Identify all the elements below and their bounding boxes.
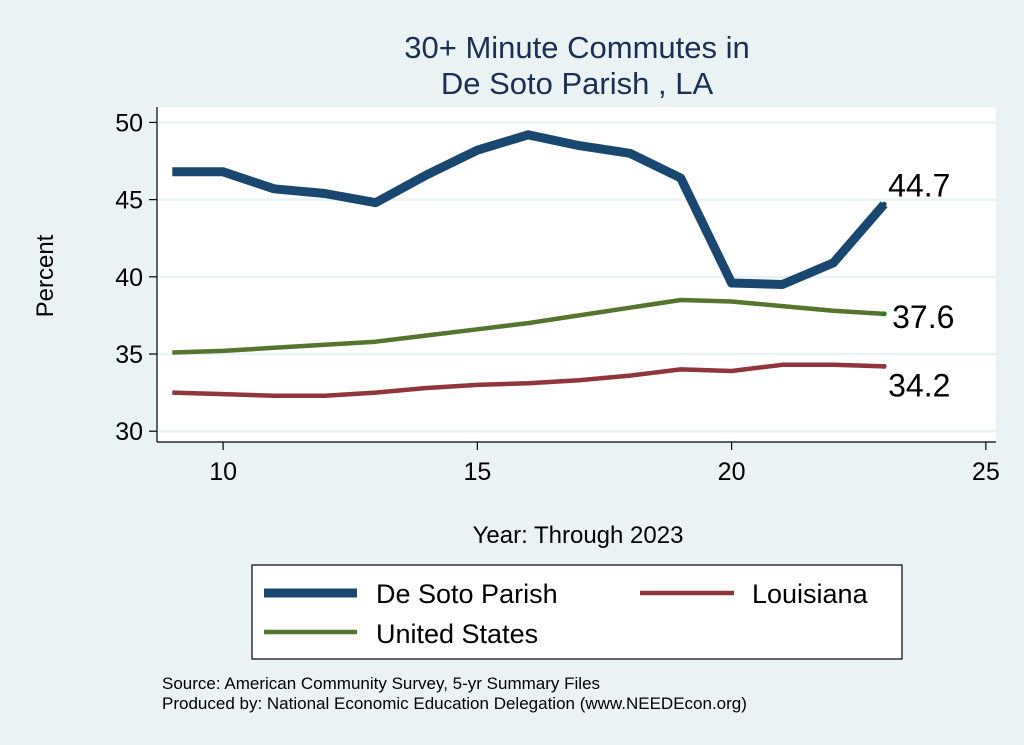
end-label-united-states: 37.6: [892, 299, 954, 335]
producer-note: Produced by: National Economic Education…: [162, 694, 747, 713]
y-tick-label-40: 40: [115, 264, 143, 292]
legend-label-louisiana: Louisiana: [752, 579, 869, 609]
x-axis-title: Year: Through 2023: [473, 522, 684, 549]
y-tick-label-50: 50: [115, 109, 143, 137]
source-note: Source: American Community Survey, 5-yr …: [162, 674, 600, 693]
gridlines: [157, 121, 996, 433]
series-end-point-de-soto-parish: [881, 201, 887, 207]
end-labels: 44.7 34.2 37.6: [888, 167, 954, 403]
series-line-united-states: [172, 297, 885, 355]
legend-label-de-soto-parish: De Soto Parish: [376, 579, 558, 609]
axes: 30 35 40 45 50 10 15 20 25: [115, 107, 1000, 486]
y-tick-label-45: 45: [115, 187, 143, 215]
series-lines: [172, 130, 888, 398]
plot-area: [157, 107, 996, 442]
end-label-louisiana: 34.2: [888, 367, 950, 403]
chart-title-line-1: 30+ Minute Commutes in: [404, 30, 749, 65]
series-end-point-united-states: [881, 311, 887, 317]
x-tick-label-10: 10: [209, 458, 237, 486]
legend: De Soto Parish Louisiana United States: [251, 564, 903, 660]
y-tick-label-30: 30: [115, 418, 143, 446]
y-axis-title: Percent: [32, 234, 59, 317]
series-line-de-soto-parish: [172, 130, 888, 289]
legend-label-united-states: United States: [376, 619, 538, 649]
legend-box: [251, 564, 903, 660]
chart-title-line-2: De Soto Parish , LA: [441, 66, 714, 101]
series-end-point-louisiana: [881, 363, 887, 369]
end-label-de-soto-parish: 44.7: [888, 167, 950, 203]
y-tick-label-35: 35: [115, 341, 143, 369]
x-tick-label-20: 20: [718, 458, 746, 486]
x-tick-label-25: 25: [972, 458, 1000, 486]
series-line-louisiana: [172, 362, 885, 398]
x-tick-label-15: 15: [463, 458, 491, 486]
